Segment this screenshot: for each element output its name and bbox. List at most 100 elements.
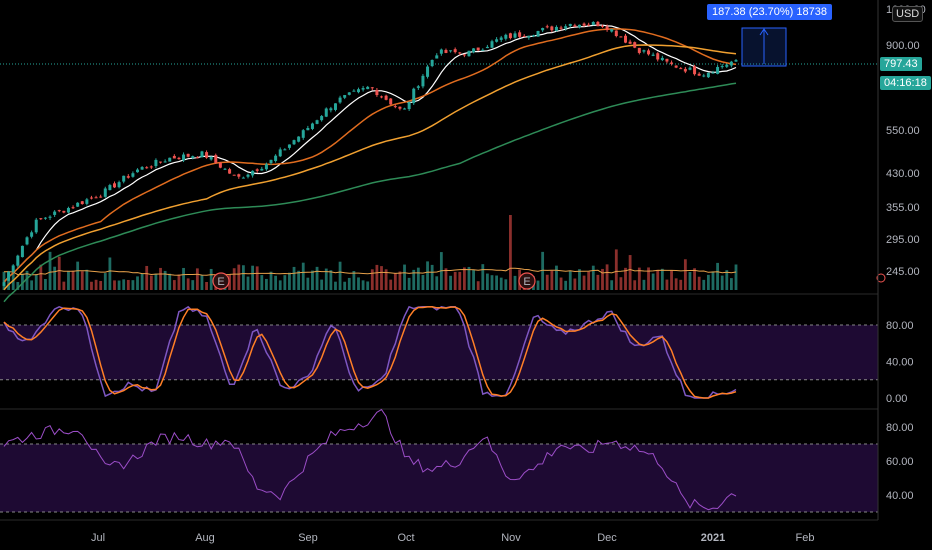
volume-bar [610, 280, 614, 290]
volume-bar [131, 280, 135, 290]
volume-bar [145, 265, 149, 290]
candle-body [467, 50, 471, 57]
volume-bar [550, 270, 554, 290]
price-tick-label: 430.00 [886, 168, 920, 180]
volume-bar [154, 273, 158, 290]
candle-body [541, 28, 545, 31]
volume-bar [416, 267, 420, 290]
candle-body [720, 66, 724, 68]
volume-bar [292, 266, 296, 290]
volume-bar [513, 275, 517, 290]
volume-bar [444, 268, 448, 290]
candle-body [214, 155, 218, 163]
volume-bar [633, 280, 637, 290]
candle-body [637, 47, 641, 53]
candle-body [76, 202, 80, 207]
candle-body [522, 36, 526, 38]
candle-body [347, 92, 351, 95]
candle-body [559, 27, 563, 29]
candle-body [361, 88, 365, 90]
volume-bar [591, 265, 595, 290]
volume-bar [260, 275, 264, 290]
candle-body [301, 130, 305, 138]
volume-bar [702, 279, 706, 290]
candle-body [587, 24, 591, 26]
time-tick-label: Nov [501, 532, 521, 544]
candle-body [117, 182, 121, 188]
candle-body [136, 169, 140, 173]
measure-box[interactable] [741, 27, 787, 67]
volume-bar [683, 259, 687, 290]
volume-bar [453, 271, 457, 290]
volume-bar [509, 215, 512, 290]
candle-body [453, 49, 457, 53]
candle-body [71, 207, 75, 209]
candle-body [177, 157, 181, 160]
candle-body [191, 156, 195, 158]
currency-badge[interactable]: USD [892, 6, 924, 22]
volume-bar [251, 265, 255, 290]
candle-body [508, 33, 512, 39]
volume-bar [117, 280, 121, 290]
volume-bar [324, 268, 328, 290]
volume-bar [90, 281, 93, 290]
volume-bar [389, 279, 393, 290]
candle-body [716, 66, 720, 74]
volume-bar [149, 275, 153, 290]
volume-bar [601, 268, 604, 290]
volume-bar [697, 276, 701, 290]
candle-body [315, 120, 319, 124]
volume-bar [375, 264, 379, 290]
volume-bar [246, 276, 250, 290]
candle-body [310, 123, 314, 129]
stochastic-pane [0, 305, 878, 399]
candle-body [223, 168, 227, 170]
volume-bar [172, 280, 176, 290]
candle-body [159, 161, 163, 163]
volume-bar [366, 281, 370, 290]
candle-body [573, 25, 577, 27]
candle-body [527, 35, 531, 38]
volume-bar [269, 271, 273, 290]
price-grid [0, 63, 878, 521]
volume-bar [665, 279, 669, 290]
candle-body [30, 232, 34, 237]
volume-bar [34, 274, 38, 290]
candle-body [633, 42, 637, 48]
candle-body [619, 36, 623, 38]
volume-bar [481, 264, 485, 290]
volume-bar [67, 270, 70, 290]
candle-body [702, 75, 706, 77]
candle-body [647, 50, 651, 55]
volume-bar [384, 269, 388, 290]
candle-body [481, 49, 485, 51]
volume-bar [536, 280, 540, 290]
candle-body [550, 26, 554, 31]
volume-bar [573, 278, 577, 290]
candle-body [25, 237, 29, 245]
volume-bar [642, 279, 646, 290]
candle-body [66, 207, 70, 213]
volume-bar [361, 280, 365, 290]
candle-body [564, 26, 568, 29]
candle-body [209, 156, 213, 160]
volume-bar [421, 275, 425, 290]
candle-body [103, 188, 107, 197]
candle-body [366, 86, 370, 90]
volume-bar [241, 265, 245, 290]
candle-body [398, 106, 402, 109]
volume-bar [711, 271, 715, 290]
time-tick-label: 2021 [701, 532, 725, 544]
candle-body [149, 166, 153, 168]
candle-body [338, 97, 342, 103]
candle-body [251, 170, 255, 176]
rsi-tick-label: 60.00 [886, 456, 914, 468]
volume-ma-path [3, 267, 737, 276]
volume-bar [16, 281, 20, 290]
volume-bar [458, 271, 462, 290]
candle-body [490, 41, 494, 48]
volume-bar [195, 268, 199, 290]
volume-bar [582, 275, 586, 290]
volume-bar [693, 268, 696, 290]
